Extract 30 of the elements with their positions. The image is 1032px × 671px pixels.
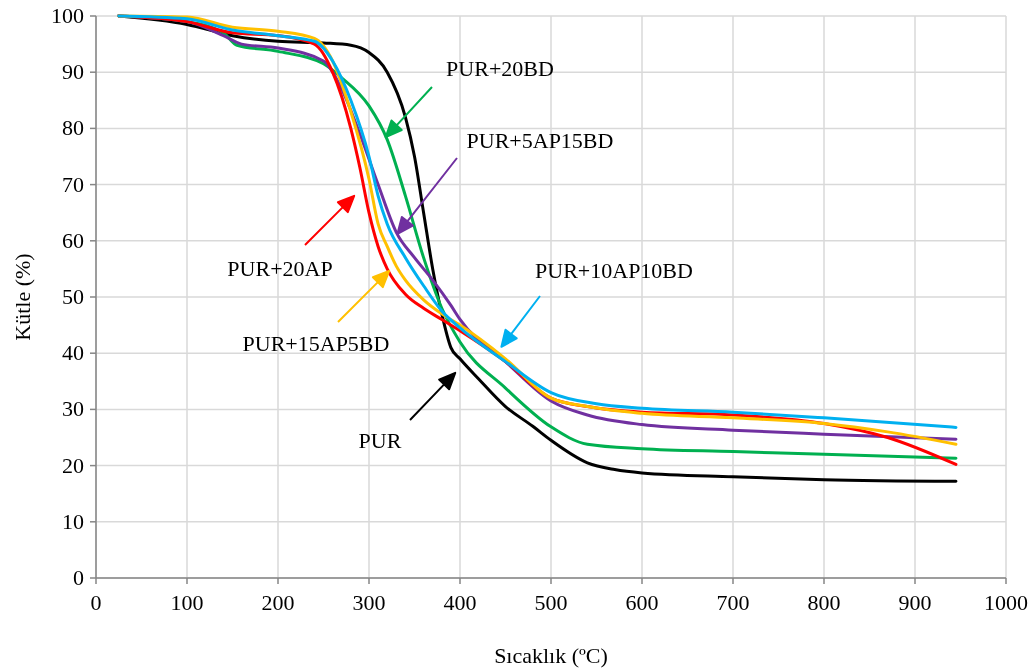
x-tick-label: 300 [352,590,386,615]
y-tick-label: 100 [51,3,84,28]
x-tick-label: 0 [90,590,102,615]
y-tick-label: 30 [62,396,84,422]
x-tick-label: 200 [261,590,295,615]
y-tick-label: 50 [62,284,84,309]
y-tick-label: 0 [73,565,84,590]
annotation: PUR+15AP5BD [242,331,390,356]
x-tick-label: 700 [716,590,750,615]
x-axis-title: Sıcaklık (ºC) [494,643,608,668]
y-tick-label: 20 [62,452,84,478]
y-axis-title: Kütle (%) [10,253,35,341]
x-tick-label: 800 [807,590,841,615]
x-tick-label: 600 [625,590,659,615]
x-tick-label: 900 [898,590,932,615]
y-tick-label: 90 [62,59,84,85]
y-tick-label: 70 [62,171,84,197]
y-tick-label: 10 [62,508,84,534]
x-tick-label: 500 [534,590,568,615]
annotation: PUR+5AP15BD [466,128,614,153]
y-tick-label: 40 [62,340,84,366]
x-tick-label: 100 [170,590,204,615]
y-tick-label: 80 [62,115,84,141]
x-tick-label: 400 [443,590,477,615]
annotation: PUR [358,428,402,453]
y-tick-label: 60 [62,227,84,253]
x-tick-label: 1000 [984,590,1028,615]
annotation: PUR+10AP10BD [535,258,693,283]
annotation: PUR+20AP [227,256,333,281]
annotation: PUR+20BD [446,56,554,81]
